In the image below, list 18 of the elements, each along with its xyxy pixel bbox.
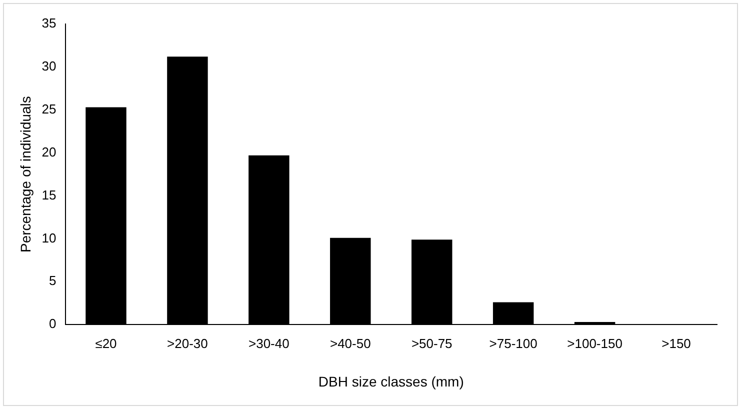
y-axis-title: Percentage of individuals (17, 96, 34, 253)
y-tick-label: 10 (42, 230, 56, 246)
x-tick-label: >30-40 (248, 336, 290, 351)
x-tick-label: >20-30 (167, 336, 208, 351)
x-tick-label: >50-75 (411, 336, 452, 351)
x-tick-label: >75-100 (489, 336, 538, 351)
y-tick-label: 20 (42, 144, 56, 160)
x-axis-title: DBH size classes (mm) (318, 373, 464, 390)
y-tick-label: 15 (42, 187, 56, 202)
y-tick-label: 5 (49, 273, 56, 288)
x-tick-label: >100-150 (567, 336, 622, 351)
y-tick-label: 25 (42, 101, 56, 116)
x-tick-label: >150 (662, 336, 691, 351)
y-tick-label: 0 (49, 316, 56, 332)
y-tick-label: 30 (42, 58, 56, 74)
y-tick-label: 35 (42, 16, 56, 31)
x-tick-label: >40-50 (330, 336, 371, 351)
x-tick-label: ≤20 (95, 336, 117, 351)
